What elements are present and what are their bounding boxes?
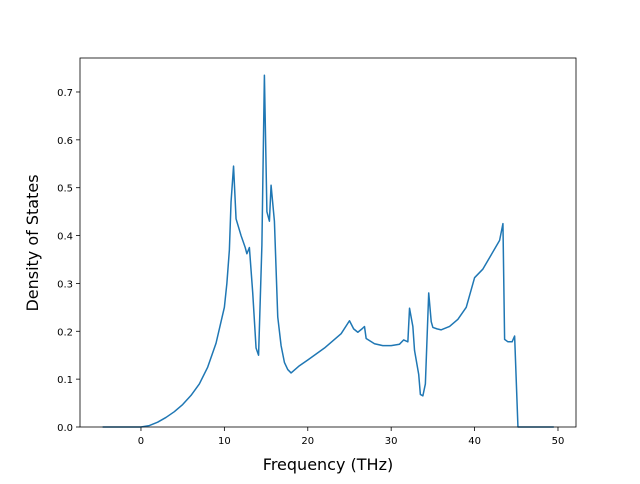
y-tick-label: 0.4	[57, 232, 73, 243]
y-tick-label: 0.3	[57, 279, 73, 290]
y-tick-label: 0.0	[57, 423, 73, 434]
x-tick-label: 20	[301, 436, 314, 447]
x-axis-label: Frequency (THz)	[263, 455, 393, 474]
line	[102, 74, 554, 428]
x-tick-label: 50	[552, 436, 565, 447]
y-tick-label: 0.6	[57, 136, 73, 147]
plot-frame	[79, 57, 577, 428]
x-tick-label: 10	[218, 436, 231, 447]
x-tick-label: 0	[138, 436, 144, 447]
x-tick-label: 40	[468, 436, 481, 447]
y-axis-label: Density of States	[23, 174, 42, 311]
y-tick-label: 0.1	[57, 375, 73, 386]
x-tick-label: 30	[385, 436, 398, 447]
y-tick-label: 0.7	[57, 88, 73, 99]
y-tick-label: 0.2	[57, 327, 73, 338]
y-tick-label: 0.5	[57, 184, 73, 195]
